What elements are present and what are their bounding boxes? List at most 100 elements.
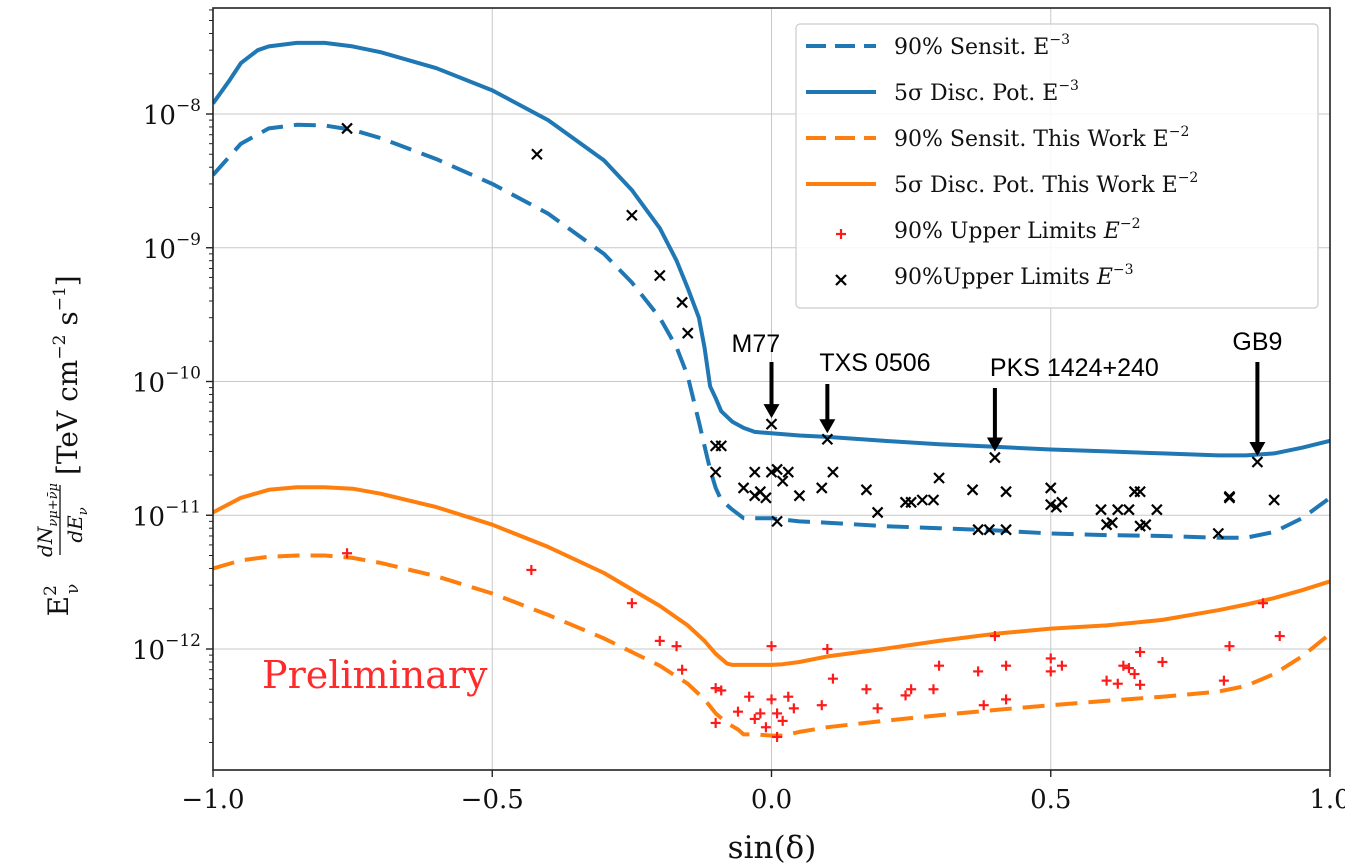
- upper-limit-e2-point: [671, 641, 682, 652]
- upper-limit-e2-point: [749, 713, 760, 724]
- upper-limit-e3-point: [1223, 490, 1236, 503]
- upper-limit-e3-point: [782, 466, 795, 478]
- upper-limit-e3-point: [1251, 456, 1264, 468]
- upper-limit-e2-point: [1129, 669, 1140, 680]
- upper-limit-e3-point: [1106, 516, 1118, 529]
- upper-limit-e2-point: [1045, 653, 1056, 664]
- upper-limit-e2-point: [1274, 631, 1285, 642]
- upper-limit-e2-point: [1123, 663, 1134, 674]
- upper-limit-e2-point: [744, 691, 755, 702]
- y-label-E-sup: 2: [41, 585, 61, 596]
- upper-limit-e2-point: [906, 684, 917, 695]
- x-axis-label: sin(δ): [728, 830, 817, 866]
- upper-limit-e3-point: [765, 466, 778, 478]
- annotation-label: GB9: [1232, 328, 1282, 356]
- y-label-units-sup2: −1: [50, 286, 70, 311]
- x-tick-label: −0.5: [461, 785, 524, 815]
- x-tick-label: 0.5: [1030, 785, 1071, 815]
- upper-limit-e3-point: [793, 489, 806, 502]
- upper-limit-e2-point: [1257, 598, 1268, 609]
- upper-limit-e2-point: [710, 717, 721, 728]
- upper-limit-e3-point: [1044, 482, 1057, 494]
- legend-swatch: [835, 274, 847, 286]
- upper-limit-e2-point: [1135, 646, 1146, 657]
- upper-limit-e2-point: [928, 684, 939, 695]
- annotation-arrow-head: [763, 404, 780, 419]
- upper-limit-e2-point: [526, 564, 537, 575]
- upper-limit-e3-point: [989, 451, 1001, 464]
- upper-limit-e2-point: [766, 641, 777, 652]
- upper-limit-e2-point: [872, 703, 883, 714]
- annotation-label: TXS 0506: [819, 349, 930, 377]
- upper-limit-e3-point: [1000, 485, 1012, 498]
- upper-limit-e2-point: [654, 635, 665, 646]
- upper-limit-e2-point: [1056, 660, 1067, 671]
- upper-limit-e3-point: [715, 440, 728, 452]
- svg-text:dNνμ+ν̄μ: dNνμ+ν̄μ: [33, 483, 61, 557]
- upper-limit-e3-point: [1134, 485, 1146, 498]
- upper-limit-e3-point: [676, 296, 688, 309]
- y-label-units-sup1: −2: [50, 335, 70, 360]
- x-tick-label: −1.0: [181, 785, 244, 815]
- y-tick-label: 10−10: [132, 364, 201, 399]
- y-label-dN: dN: [33, 525, 57, 557]
- x-tick-label: 0.0: [751, 785, 792, 815]
- upper-limit-e3-point: [966, 484, 979, 496]
- annotation-arrow-head: [986, 437, 1003, 452]
- upper-limit-e3-point: [1111, 503, 1124, 516]
- upper-limit-e2-point: [822, 644, 833, 654]
- upper-limit-e2-point: [1224, 641, 1235, 652]
- series-line-4: [213, 485, 1330, 667]
- upper-limit-e3-point: [748, 489, 761, 502]
- y-label-units-close: ]: [51, 275, 84, 286]
- y-label-dE: dE: [63, 515, 87, 543]
- annotation-pks-1424-240: PKS 1424+240: [986, 354, 1159, 452]
- upper-limit-e2-point: [766, 694, 777, 705]
- y-label-E: E: [42, 596, 75, 616]
- upper-limit-e2-point: [1001, 694, 1012, 705]
- upper-limit-e2-point: [772, 708, 783, 719]
- upper-limit-e3-point: [737, 482, 750, 494]
- svg-text:dEν: dEν: [63, 507, 91, 542]
- x-axis-ticks: −1.0 −0.5 0.0 0.5 1.0: [181, 770, 1345, 815]
- y-tick-label: 10−9: [143, 230, 201, 265]
- upper-limit-e2-point: [900, 690, 911, 701]
- upper-limit-e2-point: [783, 691, 794, 702]
- y-axis-ticks: 10−12 10−11 10−10 10−9 10−8: [132, 9, 213, 743]
- x-tick-label: 1.0: [1309, 785, 1345, 815]
- annotation-m77: M77: [732, 330, 781, 419]
- legend-entry-6: 90%Upper Limits E−3: [835, 262, 1134, 290]
- upper-limit-e2-point: [1218, 675, 1229, 686]
- upper-limit-e3-point: [827, 466, 839, 478]
- upper-limit-e2-point: [1118, 660, 1129, 671]
- series-layer: [213, 40, 1330, 738]
- series-line-3: [213, 553, 1330, 738]
- series-line-2: [213, 40, 1330, 458]
- upper-limit-e3-point: [771, 515, 783, 528]
- upper-limit-e3-point: [1268, 494, 1280, 506]
- legend-label: 90%Upper Limits E−3: [894, 262, 1134, 290]
- upper-limit-e2-point: [1157, 656, 1168, 667]
- upper-limit-e2-point: [816, 700, 827, 711]
- upper-limit-e2-point: [1001, 660, 1012, 671]
- upper-limit-e3-point: [1151, 503, 1163, 516]
- upper-limit-e2-point: [760, 722, 771, 733]
- upper-limit-e3-point: [983, 523, 996, 536]
- upper-limit-e3-point: [765, 418, 778, 430]
- upper-limit-e2-point: [772, 731, 783, 742]
- upper-limit-e2-point: [989, 631, 1000, 642]
- upper-limit-e3-point: [654, 269, 666, 282]
- upper-limit-e3-point: [709, 466, 722, 478]
- upper-limit-e3-point: [933, 472, 945, 484]
- legend-label: 90% Sensit. This Work E−2: [894, 124, 1189, 152]
- annotation-label: M77: [732, 330, 781, 358]
- upper-limit-e3-point: [626, 209, 638, 222]
- preliminary-watermark: Preliminary: [262, 653, 488, 697]
- legend-label: 90% Upper Limits E−2: [894, 216, 1141, 244]
- annotation-arrow-head: [819, 419, 836, 434]
- y-axis-label: E2 ν dNνμ+ν̄μ dEν [TeV cm−2 s−1]: [33, 275, 91, 616]
- upper-limit-e3-point: [1212, 527, 1225, 540]
- upper-limit-e3-point: [771, 463, 783, 476]
- legend-entry-5: 90% Upper Limits E−2: [836, 216, 1141, 244]
